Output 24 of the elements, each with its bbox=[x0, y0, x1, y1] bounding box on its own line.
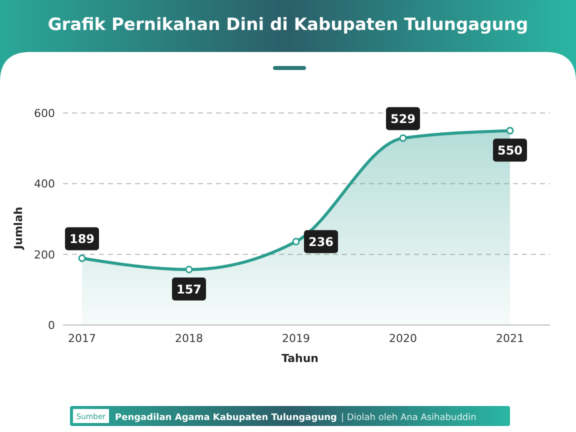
x-axis-title: Tahun bbox=[281, 352, 319, 365]
y-tick-label: 600 bbox=[34, 107, 55, 120]
chart-title: Grafik Pernikahan Dini di Kabupaten Tulungagung bbox=[48, 15, 528, 35]
y-tick-label: 200 bbox=[34, 248, 55, 262]
y-tick-label: 0 bbox=[48, 319, 55, 332]
data-label: 157 bbox=[176, 282, 202, 297]
x-tick-label: 2019 bbox=[282, 332, 310, 345]
point bbox=[185, 266, 193, 274]
point bbox=[292, 238, 300, 246]
y-axis-title: Jumlah bbox=[12, 206, 25, 250]
data-label: 236 bbox=[308, 235, 334, 250]
text: Pengadilan Agama Kabupaten Tulungagung bbox=[115, 413, 337, 423]
point bbox=[399, 134, 407, 142]
x-tick-label: 2018 bbox=[175, 332, 203, 345]
data-label: 189 bbox=[69, 232, 95, 246]
x-tick-label: 2020 bbox=[389, 332, 417, 345]
x-tick-label: 2021 bbox=[496, 332, 524, 345]
point bbox=[506, 126, 514, 134]
point bbox=[78, 254, 86, 262]
y-tick-label: 400 bbox=[34, 178, 55, 191]
x-tick-label: 2017 bbox=[68, 332, 96, 345]
data-label: 550 bbox=[497, 144, 523, 158]
data-label: 529 bbox=[390, 112, 416, 126]
text: | Diolah oleh Ana Asihabuddin bbox=[340, 413, 476, 423]
